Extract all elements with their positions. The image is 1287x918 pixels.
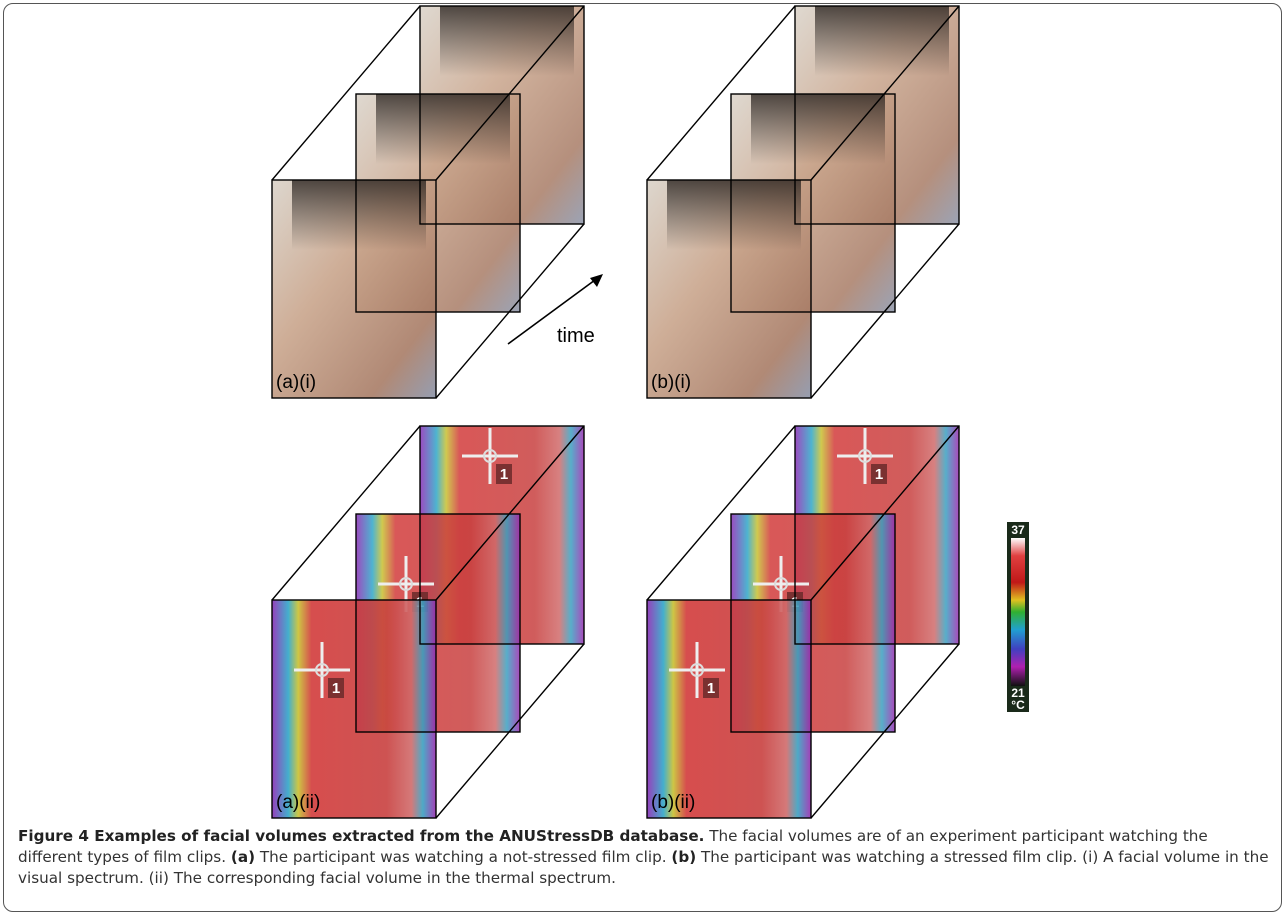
panel-label: (a)(ii): [276, 792, 320, 813]
caption: Figure 4 Examples of facial volumes extr…: [18, 826, 1273, 889]
time-label: time: [557, 325, 595, 347]
panel-label: (a)(i): [276, 372, 316, 393]
caption-b-label: (b): [671, 848, 696, 866]
arrow-head: [590, 274, 603, 287]
caption-a-text: The participant was watching a not-stres…: [260, 848, 667, 866]
caption-a-label: (a): [231, 848, 255, 866]
thermal-frame-image: [272, 600, 436, 818]
marker-label: 1: [875, 466, 883, 483]
figure: (a)(i)(b)(i)111(a)(ii)111(b)(ii) time 37…: [0, 0, 1287, 820]
caption-title: Figure 4 Examples of facial volumes extr…: [18, 827, 704, 845]
page: (a)(i)(b)(i)111(a)(ii)111(b)(ii) time 37…: [0, 0, 1287, 918]
hair: [667, 180, 801, 250]
colorbar: 37 21 °C: [1007, 522, 1029, 712]
hair: [751, 94, 885, 164]
hair: [376, 94, 510, 164]
marker-label: 1: [707, 680, 715, 697]
thermal-frame-image: [647, 600, 811, 818]
marker-label: 1: [500, 466, 508, 483]
panel-label: (b)(ii): [651, 792, 695, 813]
hair: [292, 180, 426, 250]
marker-label: 1: [332, 680, 340, 697]
colorbar-unit: °C: [1011, 698, 1025, 712]
colorbar-max: 37: [1011, 523, 1025, 537]
panel-label: (b)(i): [651, 372, 691, 393]
